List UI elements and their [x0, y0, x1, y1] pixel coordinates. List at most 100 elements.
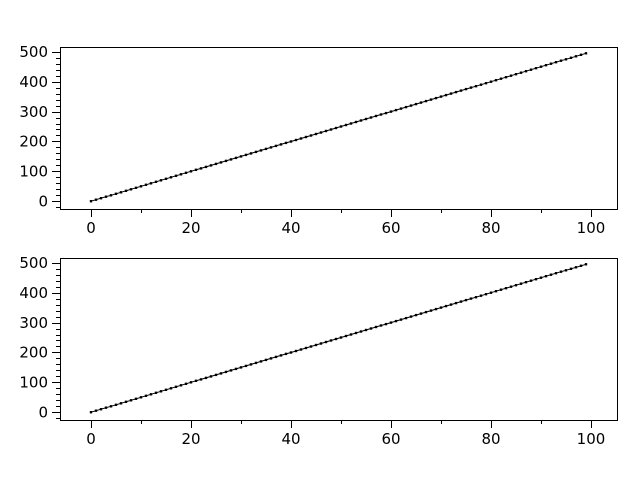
- data-point-marker: [299, 348, 303, 351]
- data-point-marker: [284, 141, 288, 145]
- data-point-marker: [299, 137, 303, 140]
- data-point-marker: [494, 290, 498, 293]
- data-point-marker: [404, 105, 408, 109]
- data-point-marker: [474, 85, 478, 88]
- data-point-marker: [139, 185, 143, 188]
- data-point-marker: [99, 197, 103, 200]
- data-point-marker: [269, 357, 273, 360]
- data-point-marker: [109, 405, 113, 408]
- axes-frame: [60, 258, 618, 421]
- data-point-marker: [194, 379, 198, 382]
- data-point-marker: [539, 276, 543, 279]
- data-point-marker: [244, 153, 248, 157]
- data-point-marker: [344, 334, 348, 338]
- y-tick-label: 400: [19, 284, 48, 302]
- data-point-marker: [544, 64, 548, 67]
- data-point-marker: [134, 186, 138, 189]
- data-point-marker: [174, 385, 178, 388]
- x-tick-label: 80: [481, 219, 500, 237]
- data-point-marker: [319, 131, 323, 134]
- data-point-marker: [279, 354, 283, 357]
- data-point-marker: [429, 98, 433, 101]
- data-point-marker: [289, 140, 293, 143]
- data-point-marker: [564, 269, 568, 272]
- data-point-marker: [169, 387, 173, 390]
- data-point-marker: [374, 325, 378, 329]
- data-point-marker: [449, 92, 453, 95]
- data-point-marker: [234, 156, 238, 160]
- data-point-marker: [94, 409, 98, 412]
- data-point-marker: [309, 345, 313, 348]
- data-series-line: [90, 52, 587, 202]
- data-point-marker: [484, 293, 488, 296]
- data-point-marker: [424, 99, 428, 103]
- data-point-marker: [419, 312, 423, 315]
- data-point-marker: [329, 339, 333, 342]
- data-point-marker: [94, 198, 98, 201]
- data-point-marker: [229, 369, 233, 372]
- data-point-marker: [264, 147, 268, 151]
- data-point-marker: [199, 167, 203, 170]
- data-point-marker: [154, 180, 158, 183]
- y-tick-label: 400: [19, 73, 48, 91]
- data-point-marker: [379, 113, 383, 116]
- data-point-marker: [189, 170, 193, 173]
- data-point-marker: [509, 285, 513, 288]
- data-point-marker: [184, 382, 188, 385]
- data-point-marker: [164, 177, 168, 180]
- data-point-marker: [444, 93, 448, 97]
- y-tick-label: 0: [38, 192, 48, 210]
- data-point-marker: [414, 313, 418, 317]
- data-point-marker: [369, 327, 373, 330]
- x-tick-label: 20: [181, 219, 200, 237]
- data-point-marker: [99, 408, 103, 411]
- data-point-marker: [384, 111, 388, 115]
- data-point-marker: [114, 192, 118, 195]
- data-point-marker: [584, 263, 588, 266]
- data-point-marker: [204, 165, 208, 169]
- data-point-marker: [159, 179, 163, 182]
- data-point-marker: [359, 330, 363, 333]
- data-point-marker: [494, 79, 498, 82]
- data-point-marker: [229, 158, 233, 161]
- data-point-marker: [334, 126, 338, 130]
- data-point-marker: [524, 281, 528, 284]
- data-point-marker: [144, 183, 148, 186]
- data-point-marker: [324, 129, 328, 133]
- data-point-marker: [549, 62, 553, 65]
- data-series-line: [90, 263, 587, 413]
- data-point-marker: [559, 59, 563, 62]
- data-point-marker: [364, 328, 368, 332]
- data-point-marker: [119, 402, 123, 405]
- y-tick-label: 500: [19, 43, 48, 61]
- data-point-marker: [439, 306, 443, 309]
- data-point-marker: [414, 102, 418, 106]
- data-point-marker: [289, 351, 293, 354]
- data-point-marker: [529, 279, 533, 282]
- data-point-marker: [344, 123, 348, 127]
- data-point-marker: [314, 343, 318, 347]
- data-point-marker: [489, 291, 493, 294]
- data-point-marker: [264, 358, 268, 362]
- data-point-marker: [424, 310, 428, 314]
- data-point-marker: [244, 364, 248, 368]
- data-point-marker: [389, 321, 393, 324]
- data-point-marker: [479, 83, 483, 86]
- data-point-marker: [349, 333, 353, 336]
- data-point-marker: [239, 366, 243, 369]
- data-point-marker: [449, 303, 453, 306]
- y-tick-label: 100: [19, 163, 48, 181]
- data-point-marker: [214, 162, 218, 166]
- data-point-marker: [469, 297, 473, 300]
- data-point-marker: [584, 52, 588, 55]
- data-point-marker: [234, 367, 238, 371]
- data-point-marker: [369, 116, 373, 119]
- data-point-marker: [274, 144, 278, 148]
- data-point-marker: [89, 200, 93, 203]
- data-point-marker: [314, 132, 318, 136]
- data-point-marker: [144, 394, 148, 397]
- data-point-marker: [409, 315, 413, 318]
- data-point-marker: [134, 397, 138, 400]
- data-point-marker: [164, 388, 168, 391]
